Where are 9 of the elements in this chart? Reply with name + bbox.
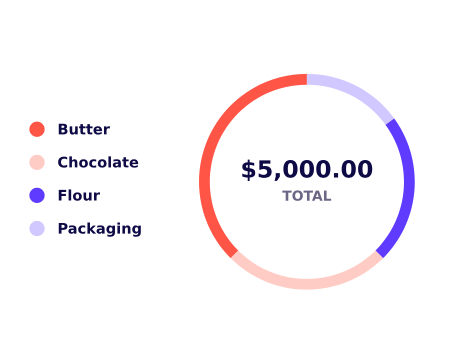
legend-label: Flour: [58, 189, 100, 201]
legend-label: Packaging: [58, 222, 141, 237]
donut-slice: [230, 250, 384, 290]
donut-slice: [306, 74, 394, 125]
text: TOTAL: [282, 190, 332, 201]
legend-label: Butter: [58, 124, 110, 135]
donut-slice: [376, 118, 415, 258]
legend-label: Chocolate: [58, 156, 138, 168]
text: $5,000.00: [242, 160, 372, 181]
